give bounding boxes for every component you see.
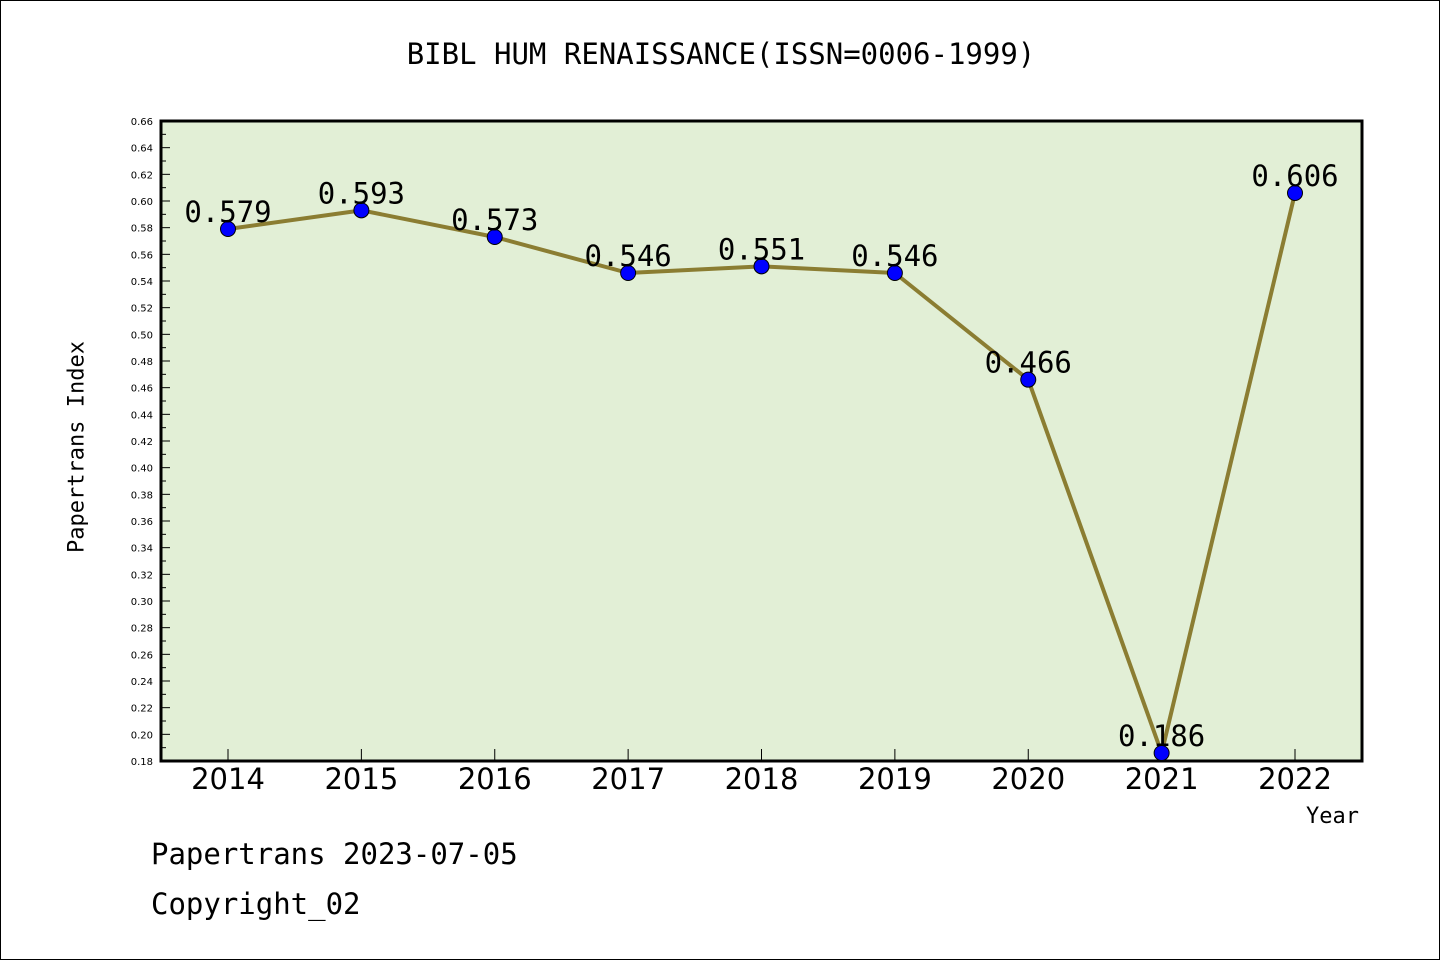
y-tick-label: 0.24: [131, 677, 153, 688]
y-tick-label: 0.46: [131, 384, 153, 395]
data-label: 0.466: [985, 346, 1072, 380]
y-tick-label: 0.56: [131, 250, 153, 261]
y-tick-label: 0.40: [131, 464, 153, 475]
x-tick-label: 2015: [324, 762, 398, 796]
data-point: [486, 229, 503, 245]
y-tick-label: 0.18: [131, 757, 153, 768]
x-tick-label: 2020: [991, 762, 1065, 796]
x-tick-label: 2016: [458, 762, 532, 796]
y-tick-label: 0.30: [131, 597, 153, 608]
y-tick-label: 0.48: [131, 357, 153, 368]
plot-area: [161, 121, 1362, 761]
plot-border: [159, 119, 1364, 763]
y-tick-label: 0.28: [131, 624, 153, 635]
y-tick-label: 0.64: [131, 144, 153, 155]
y-tick-label: 0.38: [131, 490, 153, 501]
data-label: 0.606: [1251, 159, 1338, 193]
data-label: 0.551: [718, 232, 805, 266]
y-tick-label: 0.20: [131, 730, 153, 741]
y-tick-label: 0.50: [131, 330, 153, 341]
data-point: [620, 265, 637, 281]
x-tick-label: 2017: [591, 762, 665, 796]
y-tick-label: 0.36: [131, 517, 153, 528]
data-point: [220, 221, 236, 237]
y-tick-label: 0.66: [131, 117, 153, 128]
data-point: [753, 258, 770, 275]
data-label: 0.546: [851, 239, 938, 273]
footer-copyright: Copyright_02: [151, 887, 361, 921]
y-tick-label: 0.58: [131, 224, 153, 235]
x-tick-label: 2014: [191, 762, 265, 796]
data-label: 0.593: [318, 176, 405, 210]
y-tick-label: 0.34: [131, 544, 153, 555]
x-axis-label: Year: [1306, 804, 1359, 829]
x-tick-label: 2018: [725, 762, 799, 796]
x-tick-label: 2021: [1125, 762, 1199, 796]
data-point: [886, 265, 903, 281]
y-tick-label: 0.62: [131, 170, 153, 181]
y-tick-label: 0.22: [131, 704, 153, 715]
y-tick-label: 0.44: [131, 410, 153, 421]
x-tick-label: 2022: [1258, 762, 1332, 796]
y-tick-label: 0.26: [131, 650, 153, 661]
data-label: 0.546: [584, 239, 671, 273]
chart-title: BIBL HUM RENAISSANCE(ISSN=0006-1999): [406, 37, 1036, 71]
footer-date: Papertrans 2023-07-05: [151, 837, 518, 871]
y-tick-label: 0.52: [131, 304, 153, 315]
data-point: [353, 202, 370, 219]
y-tick-label: 0.60: [131, 197, 153, 208]
data-label: 0.573: [451, 203, 538, 237]
y-tick-label: 0.32: [131, 570, 153, 581]
x-tick-label: 2019: [858, 762, 932, 796]
y-tick-label: 0.42: [131, 437, 153, 448]
data-point: [1153, 745, 1170, 761]
data-point: [1020, 371, 1037, 388]
data-label: 0.579: [184, 195, 271, 229]
data-label: 0.186: [1118, 719, 1205, 753]
y-tick-label: 0.54: [131, 277, 153, 288]
data-point: [1287, 185, 1303, 201]
